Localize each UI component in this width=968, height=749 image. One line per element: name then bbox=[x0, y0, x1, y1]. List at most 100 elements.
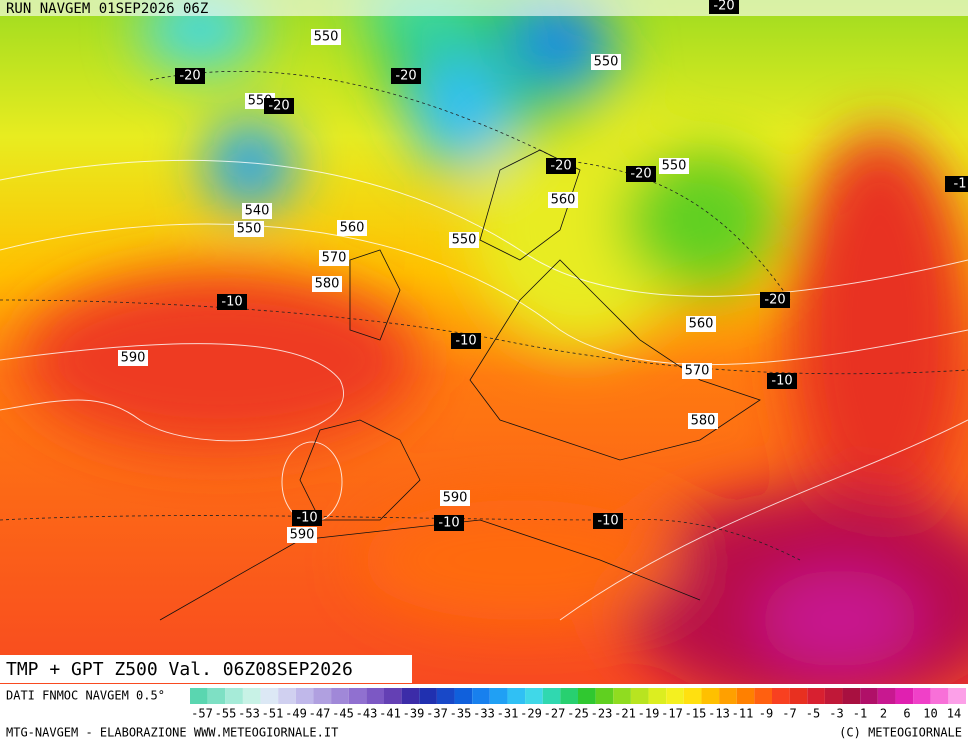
footer-right: (C) METEOGIORNALE bbox=[839, 726, 962, 740]
label-box bbox=[451, 333, 481, 349]
temperature-label: -10 bbox=[296, 511, 317, 526]
geopotential-label: 570 bbox=[685, 364, 710, 379]
colorbar-tick-label: -43 bbox=[356, 707, 378, 721]
colorbar-tick-label: -15 bbox=[685, 707, 707, 721]
label-box bbox=[434, 515, 464, 531]
label-box bbox=[311, 29, 341, 45]
label-box bbox=[217, 294, 247, 310]
map-title: TMP + GPT Z500 Val. 06Z08SEP2026 bbox=[6, 659, 353, 680]
label-box bbox=[548, 192, 578, 208]
temperature-label: -10 bbox=[597, 514, 618, 529]
colorbar-tick-label: -51 bbox=[262, 707, 284, 721]
geopotential-label: 580 bbox=[691, 414, 716, 429]
colorbar-swatch bbox=[242, 688, 261, 704]
colorbar-tick-label: -9 bbox=[759, 707, 773, 721]
geopotential-label: 550 bbox=[452, 233, 477, 248]
colorbar-tick-label: -49 bbox=[285, 707, 307, 721]
colorbar-swatch bbox=[860, 688, 878, 704]
colorbar-swatch bbox=[630, 688, 649, 704]
geopotential-label: 590 bbox=[290, 528, 315, 543]
label-box bbox=[175, 68, 205, 84]
colorbar-tick-label: -33 bbox=[473, 707, 495, 721]
colorbar-swatch bbox=[507, 688, 526, 704]
colorbar-swatch bbox=[190, 688, 208, 704]
colorbar-swatch bbox=[313, 688, 332, 704]
label-box bbox=[319, 250, 349, 266]
temperature-label: -20 bbox=[550, 159, 571, 174]
label-box bbox=[546, 158, 576, 174]
colorbar-tick-label: -19 bbox=[638, 707, 660, 721]
colorbar-swatch bbox=[489, 688, 508, 704]
colorbar-swatch bbox=[436, 688, 455, 704]
label-box bbox=[591, 54, 621, 70]
colorbar-tick-label: -31 bbox=[497, 707, 519, 721]
temperature-label: -10 bbox=[455, 334, 476, 349]
colorbar-swatch bbox=[595, 688, 614, 704]
colorbar-tick-label: -1 bbox=[853, 707, 867, 721]
temperature-label: -10 bbox=[221, 295, 242, 310]
colorbar-tick-label: -11 bbox=[732, 707, 754, 721]
colorbar-swatch bbox=[454, 688, 473, 704]
temperature-label: -20 bbox=[268, 99, 289, 114]
geopotential-label: 570 bbox=[322, 251, 347, 266]
colorbar-swatch bbox=[578, 688, 596, 704]
geopotential-label: 590 bbox=[443, 491, 468, 506]
colorbar-swatch bbox=[542, 688, 561, 704]
colorbar-swatch bbox=[384, 688, 402, 704]
label-box bbox=[945, 176, 968, 192]
temperature-label: -20 bbox=[179, 69, 200, 84]
label-box bbox=[337, 220, 367, 236]
colorbar-swatch bbox=[225, 688, 243, 704]
colorbar-swatch bbox=[278, 688, 296, 704]
label-box bbox=[626, 166, 656, 182]
colorbar-swatch bbox=[772, 688, 790, 704]
colorbar-tick-label: -23 bbox=[591, 707, 613, 721]
footer-left: MTG-NAVGEM - ELABORAZIONE WWW.METEOGIORN… bbox=[6, 726, 338, 740]
colorbar-swatch bbox=[789, 688, 808, 704]
label-box bbox=[593, 513, 623, 529]
colorbar-swatch bbox=[560, 688, 578, 704]
label-box bbox=[688, 413, 718, 429]
colorbar-swatch bbox=[807, 688, 825, 704]
colorbar-tick-label: -7 bbox=[782, 707, 796, 721]
temperature-label: -20 bbox=[395, 69, 416, 84]
geopotential-label: 580 bbox=[315, 277, 340, 292]
geopotential-label: 550 bbox=[662, 159, 687, 174]
colorbar-swatch bbox=[260, 688, 279, 704]
geopotential-label: 560 bbox=[689, 317, 714, 332]
colorbar-tick-label: -39 bbox=[403, 707, 425, 721]
colorbar-tick-label: -29 bbox=[520, 707, 542, 721]
geopotential-label: 560 bbox=[340, 221, 365, 236]
colorbar-swatch bbox=[613, 688, 631, 704]
colorbar-tick-label: 10 bbox=[923, 707, 937, 721]
label-box bbox=[659, 158, 689, 174]
temperature-label: -10 bbox=[438, 516, 459, 531]
source-label: DATI FNMOC NAVGEM 0.5° bbox=[6, 689, 165, 703]
colorbar-tick-label: -5 bbox=[806, 707, 820, 721]
colorbar-tick-label: -57 bbox=[191, 707, 213, 721]
colorbar-tick-label: -53 bbox=[238, 707, 260, 721]
colorbar-swatch bbox=[207, 688, 226, 704]
temperature-label: -20 bbox=[764, 293, 785, 308]
temperature-field bbox=[0, 0, 968, 710]
colorbar-swatch bbox=[736, 688, 755, 704]
label-box bbox=[118, 350, 148, 366]
colorbar-swatch bbox=[701, 688, 720, 704]
colorbar-swatch bbox=[719, 688, 737, 704]
colorbar-swatch bbox=[419, 688, 437, 704]
label-box bbox=[312, 276, 342, 292]
colorbar-tick-label: -3 bbox=[829, 707, 843, 721]
colorbar-tick-label: -37 bbox=[426, 707, 448, 721]
run-label: RUN NAVGEM 01SEP2026 06Z bbox=[6, 1, 208, 17]
label-box bbox=[760, 292, 790, 308]
geopotential-label: 590 bbox=[121, 351, 146, 366]
label-box bbox=[242, 203, 272, 219]
colorbar-tick-label: 6 bbox=[903, 707, 910, 721]
label-box bbox=[682, 363, 712, 379]
temperature-label: -10 bbox=[771, 374, 792, 389]
colorbar-swatch bbox=[842, 688, 861, 704]
colorbar-tick-label: -41 bbox=[379, 707, 401, 721]
colorbar-swatch bbox=[295, 688, 314, 704]
colorbar-swatch bbox=[348, 688, 367, 704]
colorbar-swatch bbox=[648, 688, 667, 704]
